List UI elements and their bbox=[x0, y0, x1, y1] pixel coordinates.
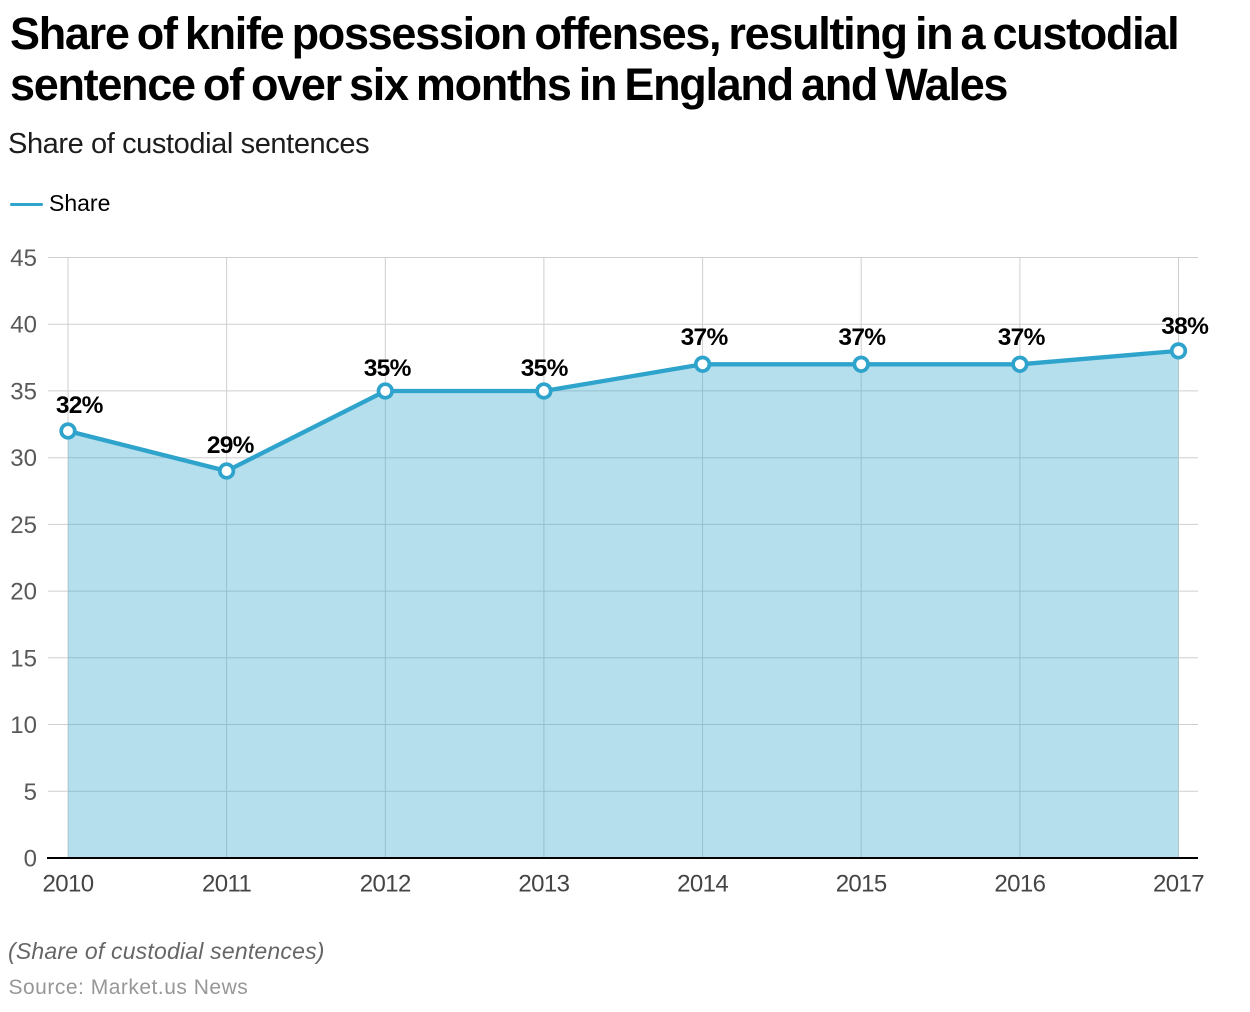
svg-text:32%: 32% bbox=[56, 392, 104, 419]
svg-text:37%: 37% bbox=[681, 324, 729, 351]
svg-text:35%: 35% bbox=[364, 355, 412, 382]
svg-text:45: 45 bbox=[10, 245, 37, 272]
svg-text:2015: 2015 bbox=[836, 871, 887, 898]
svg-text:2012: 2012 bbox=[360, 871, 411, 898]
svg-text:2017: 2017 bbox=[1153, 871, 1204, 898]
svg-text:37%: 37% bbox=[838, 324, 886, 351]
svg-text:2016: 2016 bbox=[994, 871, 1045, 898]
svg-text:2011: 2011 bbox=[202, 871, 251, 898]
svg-text:5: 5 bbox=[24, 779, 37, 806]
svg-text:38%: 38% bbox=[1161, 313, 1209, 340]
svg-text:10: 10 bbox=[10, 712, 37, 739]
svg-text:35%: 35% bbox=[521, 355, 569, 382]
svg-text:15: 15 bbox=[10, 645, 37, 672]
svg-text:40: 40 bbox=[10, 312, 37, 339]
svg-text:35: 35 bbox=[10, 378, 37, 405]
svg-text:29%: 29% bbox=[207, 432, 255, 459]
svg-text:25: 25 bbox=[10, 512, 37, 539]
svg-text:2010: 2010 bbox=[43, 871, 94, 898]
svg-text:20: 20 bbox=[10, 579, 37, 606]
svg-text:0: 0 bbox=[24, 846, 37, 873]
svg-text:37%: 37% bbox=[998, 324, 1046, 351]
svg-text:2014: 2014 bbox=[677, 871, 728, 898]
svg-text:30: 30 bbox=[10, 445, 37, 472]
svg-text:2013: 2013 bbox=[518, 871, 569, 898]
